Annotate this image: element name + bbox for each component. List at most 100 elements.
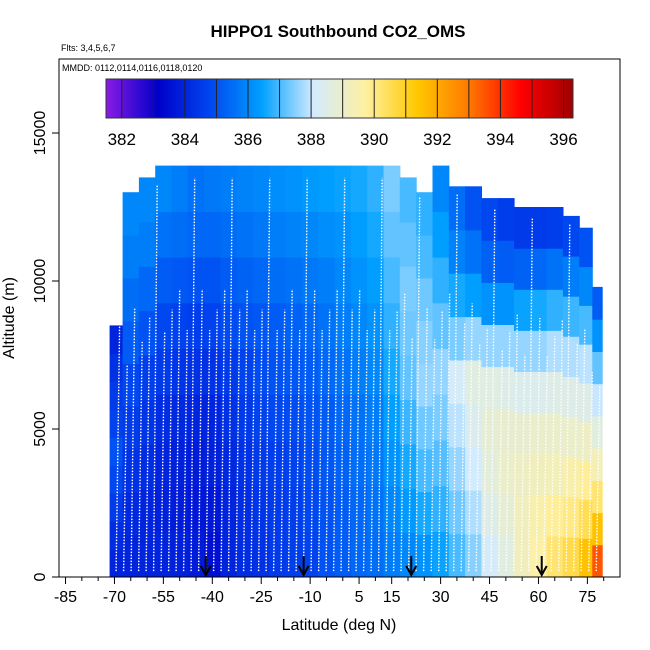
heatmap-cell	[481, 240, 499, 283]
heatmap-cell	[432, 485, 450, 532]
heatmap-cell	[318, 348, 336, 395]
flight-profile-track	[573, 343, 578, 572]
heatmap-cell	[302, 531, 319, 577]
heatmap-cell	[416, 235, 433, 279]
heatmap-cell	[187, 211, 205, 258]
flight-boundary-arrows	[199, 556, 548, 578]
heatmap-cell	[285, 302, 303, 349]
heatmap-cell	[432, 165, 450, 212]
colorbar-gradient	[106, 79, 573, 118]
heatmap-cell	[334, 485, 352, 532]
flight-profile-track	[565, 224, 571, 572]
heatmap-cell	[562, 376, 580, 418]
heatmap-cell	[350, 348, 368, 395]
x-axis: -85 -70 -55 -40 -25 -10 5 15 30 45 60 75	[54, 577, 605, 606]
heatmap-cell	[138, 221, 156, 267]
heatmap-cell	[465, 316, 482, 361]
heatmap-cell	[253, 348, 270, 395]
flight-profile-track	[190, 177, 196, 572]
y-axis: 0 5000 10000 15000	[32, 111, 59, 581]
heatmap-cell	[269, 439, 287, 487]
colorbar-label: 390	[360, 130, 388, 149]
heatmap-cell	[514, 289, 531, 331]
heatmap-cell	[383, 531, 401, 577]
heatmap-cell	[122, 235, 140, 279]
heatmap-cell	[416, 406, 433, 450]
heatmap-cell	[546, 494, 564, 537]
heatmap-cell	[562, 256, 580, 297]
heatmap-cell	[220, 165, 238, 212]
heatmap-cell	[546, 207, 564, 249]
heatmap-cell	[481, 534, 499, 577]
heatmap-cell	[171, 211, 189, 258]
heatmap-cell	[497, 366, 515, 410]
heatmap-cell	[285, 394, 303, 441]
heatmap-cell	[592, 415, 603, 449]
heatmap-cell	[367, 211, 385, 258]
heatmap-cell	[269, 348, 287, 395]
x-tick-label: 45	[481, 589, 499, 606]
heatmap-cell	[204, 531, 221, 577]
heatmap-cell	[155, 257, 173, 304]
flight-profile-track	[340, 177, 346, 572]
flight-profile-track	[145, 317, 151, 572]
heatmap-cell	[204, 394, 221, 441]
x-tick-label: -40	[201, 589, 224, 606]
heatmap-cell	[514, 412, 531, 455]
heatmap-cell	[220, 531, 238, 577]
heatmap-cell	[253, 257, 270, 304]
heatmap-cell	[383, 394, 401, 441]
y-tick-label: 15000	[32, 111, 49, 156]
heatmap-cell	[109, 437, 124, 466]
colorbar-label: 384	[171, 130, 199, 149]
flight-profile-track	[445, 293, 451, 572]
flight-profile-track	[362, 330, 368, 572]
heatmap-cell	[171, 485, 189, 532]
flight-boundary-arrow	[535, 556, 548, 578]
heatmap-cell	[253, 211, 270, 258]
heatmap-cell	[399, 266, 417, 312]
heatmap-cell	[187, 394, 205, 441]
flight-profile-track	[152, 184, 158, 572]
heatmap-cell	[171, 302, 189, 349]
heatmap-cell	[432, 211, 450, 258]
heatmap-cell	[204, 348, 221, 395]
heatmap-cell	[383, 211, 401, 258]
heatmap-cell	[562, 296, 580, 337]
heatmap-cell	[592, 319, 603, 352]
heatmap-cell	[514, 248, 531, 290]
heatmap-cell	[448, 446, 466, 491]
heatmap-cell	[138, 310, 156, 356]
flight-profile-track	[197, 288, 203, 572]
heatmap-cell	[138, 266, 156, 312]
heatmap-cell	[285, 165, 303, 212]
colorbar-label: 382	[108, 130, 136, 149]
heatmap-cell	[448, 316, 466, 361]
heatmap-cell	[481, 408, 499, 452]
heatmap-cell	[530, 453, 548, 496]
heatmap-cell	[187, 348, 205, 395]
heatmap-cell	[350, 485, 368, 532]
colorbar: 382 384 386 388 390 392 394 396	[105, 78, 578, 149]
heatmap-cell	[285, 348, 303, 395]
heatmap-cell	[465, 186, 482, 231]
heatmap-cell	[138, 532, 156, 577]
x-tick-label: 75	[578, 589, 596, 606]
heatmap-cell	[155, 302, 173, 349]
heatmap-cell	[334, 302, 352, 349]
heatmap-cell	[187, 485, 205, 532]
heatmap-cell	[514, 371, 531, 414]
flight-profile-track	[400, 293, 406, 572]
heatmap-cell	[448, 533, 466, 577]
heatmap-cell	[171, 165, 189, 212]
heatmap-cell	[399, 310, 417, 356]
flight-profile-track	[160, 331, 166, 572]
heatmap-cell	[220, 485, 238, 532]
heatmap-cell	[109, 521, 124, 550]
heatmap-cell	[302, 257, 319, 304]
heatmap-cell	[204, 211, 221, 258]
heatmap-cell	[497, 408, 515, 452]
heatmap-cell	[302, 485, 319, 532]
heatmap-cell	[367, 257, 385, 304]
heatmap-cell	[383, 257, 401, 304]
